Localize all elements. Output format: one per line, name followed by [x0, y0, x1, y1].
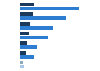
- Bar: [20, 7, 79, 10]
- Bar: [20, 22, 30, 26]
- Bar: [20, 65, 24, 68]
- Bar: [20, 26, 53, 30]
- Bar: [20, 51, 26, 55]
- Bar: [20, 32, 29, 35]
- Bar: [20, 61, 23, 64]
- Bar: [20, 16, 66, 20]
- Bar: [20, 3, 34, 6]
- Bar: [20, 36, 48, 39]
- Bar: [20, 55, 34, 59]
- Bar: [20, 41, 27, 45]
- Bar: [20, 45, 37, 49]
- Bar: [20, 12, 33, 16]
